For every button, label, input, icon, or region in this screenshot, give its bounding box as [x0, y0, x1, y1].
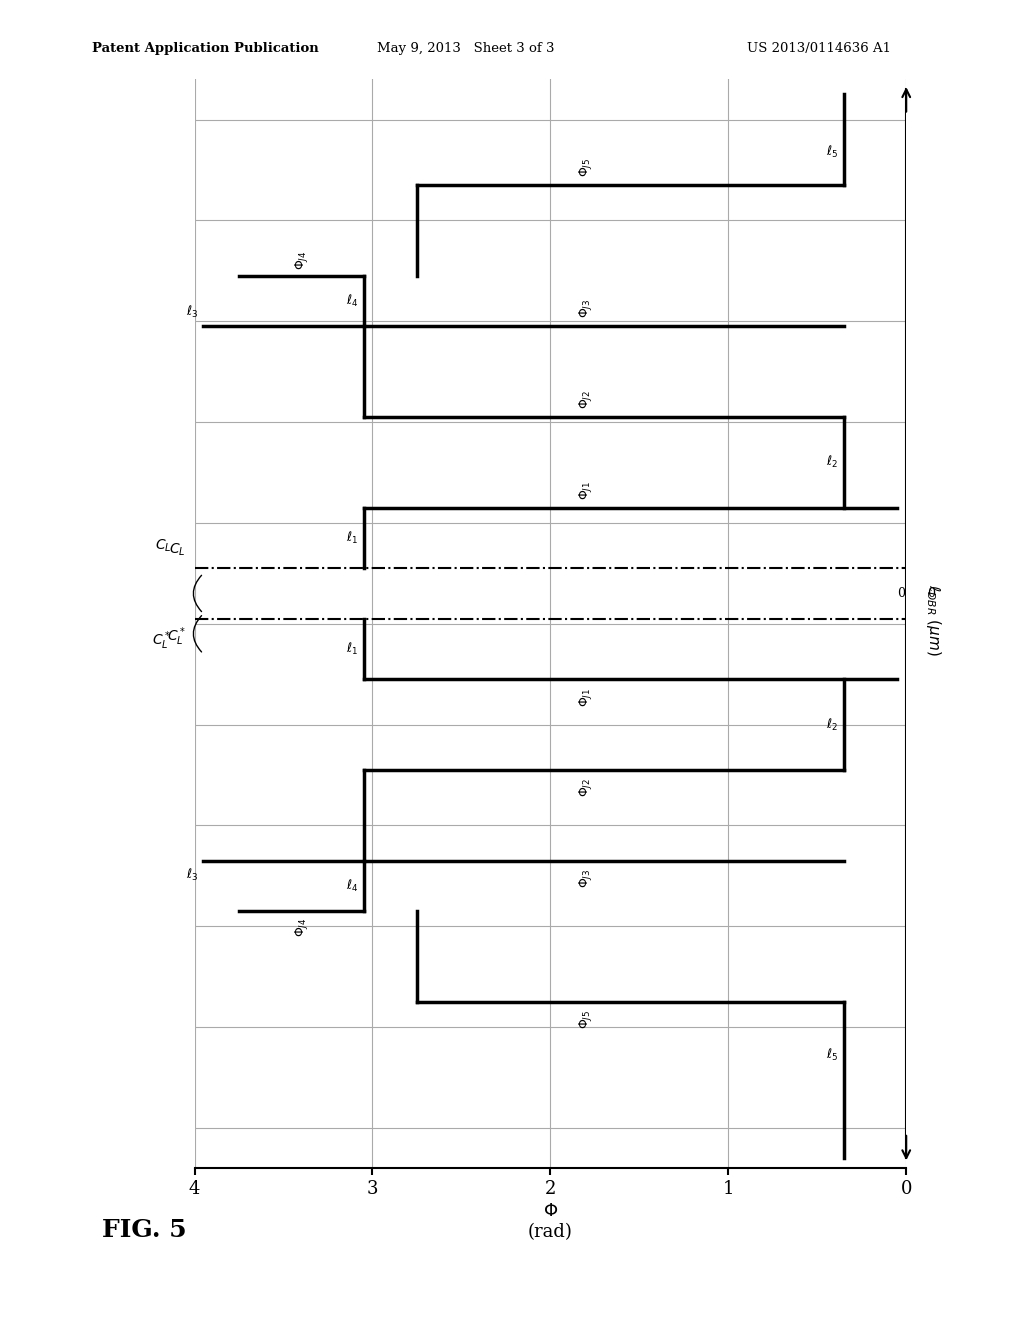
Text: $\ell_1$: $\ell_1$ [346, 529, 357, 546]
Text: $\ell_3$: $\ell_3$ [185, 304, 198, 321]
Text: May 9, 2013   Sheet 3 of 3: May 9, 2013 Sheet 3 of 3 [377, 42, 555, 55]
Text: 0: 0 [928, 587, 936, 601]
Text: $\ell_1$: $\ell_1$ [346, 640, 357, 657]
Text: Patent Application Publication: Patent Application Publication [92, 42, 318, 55]
Text: $\ell_2$: $\ell_2$ [826, 454, 838, 470]
Text: $\ell_3$: $\ell_3$ [185, 867, 198, 883]
Text: $\Phi_{J5}$: $\Phi_{J5}$ [578, 1010, 595, 1030]
Text: $C_L$: $C_L$ [169, 543, 185, 558]
Text: $\Phi_{J4}$: $\Phi_{J4}$ [293, 251, 310, 269]
Text: $\Phi_{J2}$: $\Phi_{J2}$ [578, 777, 595, 797]
Text: $\ell_5$: $\ell_5$ [826, 1047, 839, 1063]
Text: $\Phi_{J3}$: $\Phi_{J3}$ [578, 869, 595, 888]
X-axis label: $\mathit{\Phi}$
(rad): $\mathit{\Phi}$ (rad) [528, 1203, 572, 1241]
Text: $C_L^*$: $C_L^*$ [167, 626, 185, 648]
Text: $\ell_5$: $\ell_5$ [826, 144, 839, 160]
Text: $\Phi_{J2}$: $\Phi_{J2}$ [578, 389, 595, 409]
Text: $\Phi_{J4}$: $\Phi_{J4}$ [293, 917, 310, 937]
Text: $\ell_2$: $\ell_2$ [826, 717, 838, 733]
Text: $\ell_4$: $\ell_4$ [346, 293, 358, 309]
Text: US 2013/0114636 A1: US 2013/0114636 A1 [746, 42, 891, 55]
Text: $\ell_{DBR}\ (\mu m)$: $\ell_{DBR}\ (\mu m)$ [925, 585, 943, 656]
Text: $\Phi_{J3}$: $\Phi_{J3}$ [578, 298, 595, 318]
Text: $C_L$: $C_L$ [155, 537, 171, 554]
Text: $\ell_4$: $\ell_4$ [346, 878, 358, 894]
Text: 0: 0 [897, 587, 905, 601]
Text: $\Phi_{J5}$: $\Phi_{J5}$ [578, 157, 595, 177]
Text: FIG. 5: FIG. 5 [102, 1218, 187, 1242]
Text: $\Phi_{J1}$: $\Phi_{J1}$ [578, 480, 595, 500]
Text: $C_L^*$: $C_L^*$ [153, 630, 171, 652]
Text: $\Phi_{J1}$: $\Phi_{J1}$ [578, 688, 595, 706]
